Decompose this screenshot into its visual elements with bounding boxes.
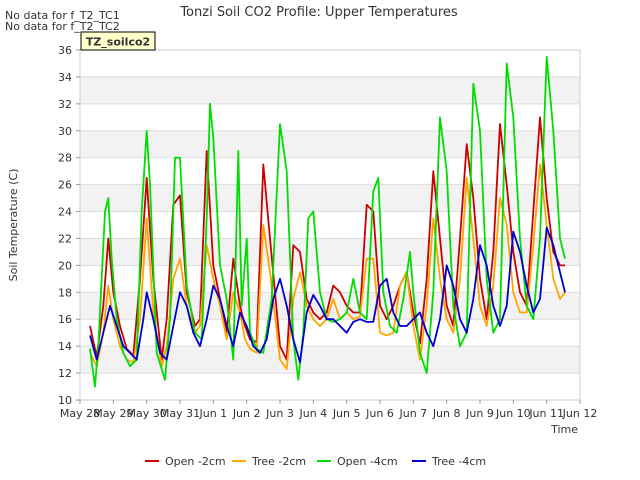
x-tick-label: Jun 5 bbox=[332, 407, 361, 420]
y-tick-label: 18 bbox=[58, 286, 72, 299]
data-series bbox=[89, 55, 566, 388]
legend-label: Open -4cm bbox=[337, 455, 398, 468]
y-tick-label: 30 bbox=[58, 125, 72, 138]
y-tick-label: 14 bbox=[58, 340, 72, 353]
x-tick-label: Jun 12 bbox=[562, 407, 598, 420]
x-tick-label: Jun 6 bbox=[365, 407, 394, 420]
no-data-note-2: No data for f_T2_TC2 bbox=[5, 20, 120, 33]
series-line-tree-4cm bbox=[89, 226, 566, 364]
site-badge: TZ_soilco2 bbox=[80, 31, 156, 51]
plot-band bbox=[80, 130, 580, 158]
y-tick-label: 26 bbox=[58, 179, 72, 192]
y-tick-label: 36 bbox=[58, 44, 72, 57]
y-tick-label: 34 bbox=[58, 71, 72, 84]
y-tick-label: 28 bbox=[58, 152, 72, 165]
x-tick-label: May 31 bbox=[160, 407, 200, 420]
x-tick-label: Jun 11 bbox=[528, 407, 564, 420]
plot-band bbox=[80, 76, 580, 104]
x-tick-label: Jun 2 bbox=[232, 407, 261, 420]
x-tick-label: Jun 4 bbox=[298, 407, 327, 420]
y-tick-label: 10 bbox=[58, 394, 72, 407]
x-tick-label: May 29 bbox=[93, 407, 133, 420]
site-badge-label: TZ_soilco2 bbox=[86, 36, 150, 49]
y-tick-label: 24 bbox=[58, 206, 72, 219]
chart-title: Tonzi Soil CO2 Profile: Upper Temperatur… bbox=[179, 5, 458, 20]
x-tick-label: Jun 8 bbox=[432, 407, 461, 420]
legend: Open -2cm Tree -2cm Open -4cm Tree -4cm bbox=[145, 455, 486, 468]
y-tick-label: 22 bbox=[58, 232, 72, 245]
y-axis-label: Soil Temperature (C) bbox=[7, 169, 20, 282]
x-tick-label: Jun 3 bbox=[265, 407, 294, 420]
x-tick-label: Jun 1 bbox=[198, 407, 227, 420]
plot-band bbox=[80, 346, 580, 374]
x-tick-label: Jun 9 bbox=[465, 407, 494, 420]
y-tick-label: 20 bbox=[58, 259, 72, 272]
plot-band bbox=[80, 238, 580, 266]
x-tick-label: May 28 bbox=[60, 407, 100, 420]
y-tick-label: 32 bbox=[58, 98, 72, 111]
x-tick-label: Jun 10 bbox=[495, 407, 531, 420]
legend-label: Open -2cm bbox=[165, 455, 226, 468]
series-line-open-2cm bbox=[89, 116, 565, 361]
x-tick-label: Jun 7 bbox=[398, 407, 427, 420]
legend-label: Tree -2cm bbox=[251, 455, 306, 468]
plot-band bbox=[80, 184, 580, 212]
x-tick-label: May 30 bbox=[127, 407, 167, 420]
no-data-note-1: No data for f_T2_TC1 bbox=[5, 9, 120, 22]
legend-label: Tree -4cm bbox=[431, 455, 486, 468]
y-axis: 10 12 14 16 18 20 22 24 26 28 30 32 34 36 bbox=[58, 44, 80, 407]
y-tick-label: 16 bbox=[58, 313, 72, 326]
y-tick-label: 12 bbox=[58, 367, 72, 380]
x-axis-label: Time bbox=[550, 423, 578, 436]
series-line-open-4cm bbox=[89, 55, 566, 388]
plot-area bbox=[79, 49, 581, 401]
